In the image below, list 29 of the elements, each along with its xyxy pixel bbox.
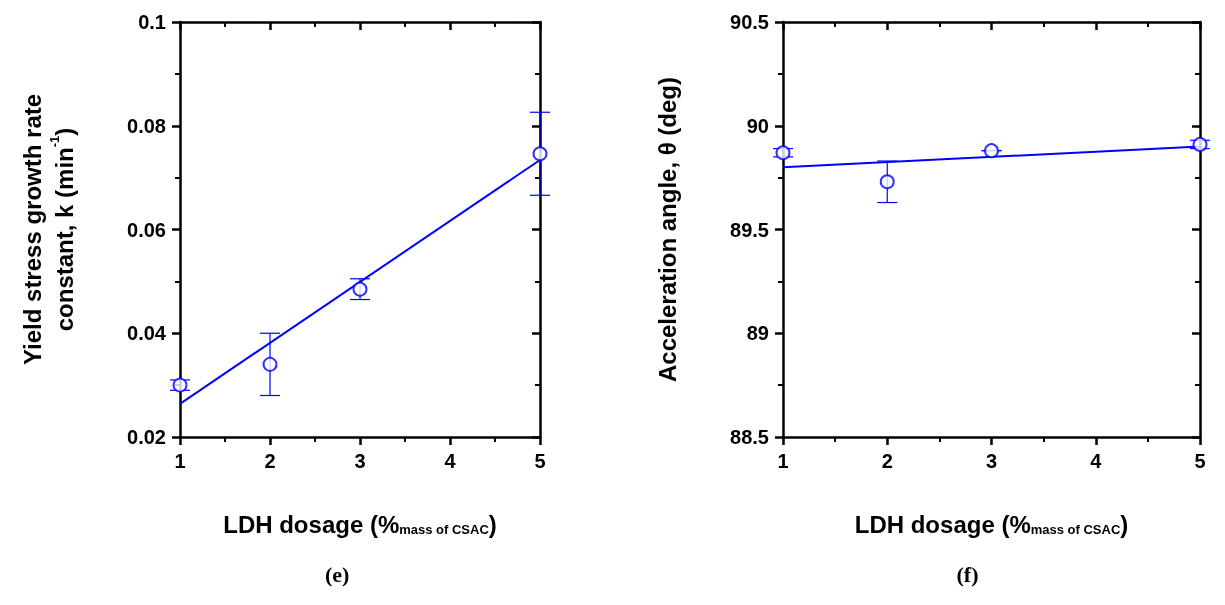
point bbox=[532, 146, 548, 162]
y-tick-label: 89.5 bbox=[730, 218, 769, 241]
x-tick-label: 3 bbox=[985, 450, 998, 472]
y-axis-title: Acceleration angle, θ (deg) bbox=[653, 76, 681, 383]
text: (f) bbox=[956, 561, 979, 587]
x-tick-label: 1 bbox=[174, 450, 186, 472]
y-tick-label: 0.1 bbox=[138, 11, 166, 33]
x-tick-label: 5 bbox=[534, 450, 546, 472]
y-tick-label: 0.02 bbox=[127, 426, 166, 448]
point bbox=[879, 174, 895, 190]
point bbox=[262, 356, 278, 372]
point bbox=[984, 143, 999, 159]
y-tick-label: 0.06 bbox=[127, 218, 166, 241]
x-tick-label: 5 bbox=[1194, 450, 1206, 472]
y-tick-label: 0.04 bbox=[127, 322, 167, 345]
y-tick-label: 90 bbox=[746, 114, 769, 137]
y-tick-label: 90.5 bbox=[730, 11, 769, 33]
x-axis-title: LDH dosage (%mass of CSAC) bbox=[854, 510, 1129, 538]
y-tick-label: 88.5 bbox=[730, 426, 769, 448]
x-tick-label: 3 bbox=[354, 450, 366, 472]
x-tick-label: 2 bbox=[264, 450, 276, 472]
x-tick-label: 2 bbox=[881, 450, 893, 472]
text: (e) bbox=[325, 561, 350, 587]
y-tick-label: 89 bbox=[746, 322, 769, 345]
x-tick-label: 1 bbox=[777, 450, 789, 472]
y-tick-label: 0.08 bbox=[127, 114, 166, 137]
x-axis-title: LDH dosage (%mass of CSAC) bbox=[223, 510, 497, 538]
x-tick-label: 4 bbox=[444, 450, 457, 472]
x-tick-label: 4 bbox=[1090, 450, 1103, 472]
